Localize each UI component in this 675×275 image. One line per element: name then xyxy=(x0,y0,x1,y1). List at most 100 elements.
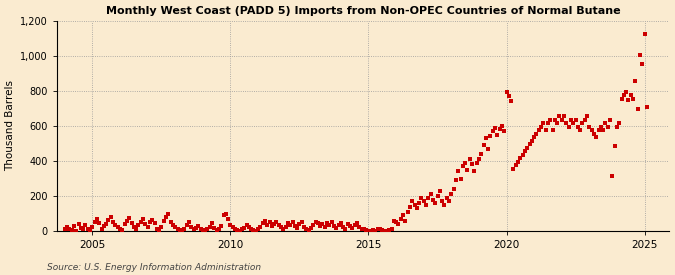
Point xyxy=(591,135,601,139)
Point xyxy=(531,131,542,136)
Point xyxy=(474,157,485,161)
Point xyxy=(485,134,496,139)
Point xyxy=(110,223,121,227)
Point xyxy=(400,218,410,223)
Point xyxy=(177,229,188,233)
Point xyxy=(427,197,438,202)
Point xyxy=(239,226,250,230)
Point xyxy=(549,117,560,122)
Point xyxy=(358,227,369,232)
Point xyxy=(559,114,570,118)
Point xyxy=(356,226,367,231)
Point xyxy=(147,218,158,222)
Point xyxy=(273,223,284,227)
Point xyxy=(99,224,109,228)
Point xyxy=(167,223,178,227)
Point xyxy=(131,226,142,231)
Point xyxy=(575,128,586,133)
Point xyxy=(529,135,539,139)
Point xyxy=(497,124,508,128)
Point xyxy=(365,229,376,233)
Point xyxy=(439,203,450,207)
Point xyxy=(577,121,588,125)
Point xyxy=(216,224,227,228)
Point xyxy=(388,218,399,223)
Point xyxy=(313,221,323,226)
Point xyxy=(536,125,547,129)
Point xyxy=(589,131,599,136)
Point xyxy=(209,226,220,230)
Point xyxy=(213,226,224,231)
Point xyxy=(223,217,234,221)
Point xyxy=(349,223,360,227)
Point xyxy=(448,187,459,191)
Point xyxy=(94,221,105,226)
Point xyxy=(425,192,436,197)
Point xyxy=(140,222,151,226)
Point xyxy=(566,117,576,122)
Point xyxy=(499,129,510,133)
Point xyxy=(481,136,491,140)
Point xyxy=(492,132,503,137)
Point xyxy=(605,117,616,122)
Point xyxy=(200,229,211,233)
Point xyxy=(584,125,595,129)
Point xyxy=(512,160,523,164)
Point xyxy=(430,201,441,205)
Point xyxy=(248,227,259,232)
Point xyxy=(87,225,98,229)
Point xyxy=(453,169,464,174)
Point xyxy=(119,222,130,226)
Point xyxy=(418,199,429,204)
Point xyxy=(416,196,427,200)
Point xyxy=(593,128,604,133)
Point xyxy=(234,229,245,233)
Y-axis label: Thousand Barrels: Thousand Barrels xyxy=(5,80,16,171)
Point xyxy=(188,227,199,232)
Point xyxy=(190,226,201,230)
Point xyxy=(478,143,489,147)
Point xyxy=(483,147,493,151)
Point xyxy=(73,222,84,226)
Point xyxy=(170,225,181,229)
Point xyxy=(396,217,406,221)
Point xyxy=(435,189,446,193)
Point xyxy=(616,97,627,101)
Point xyxy=(179,226,190,231)
Point xyxy=(610,144,620,148)
Point xyxy=(225,223,236,227)
Point xyxy=(241,223,252,227)
Point xyxy=(59,226,70,231)
Point xyxy=(618,93,629,97)
Point xyxy=(117,227,128,232)
Point xyxy=(108,220,119,225)
Title: Monthly West Coast (PADD 5) Imports from Non-OPEC Countries of Normal Butane: Monthly West Coast (PADD 5) Imports from… xyxy=(106,6,620,16)
Point xyxy=(250,229,261,233)
Point xyxy=(163,211,173,216)
Point xyxy=(236,227,247,231)
Point xyxy=(587,128,597,133)
Point xyxy=(515,156,526,161)
Point xyxy=(165,219,176,224)
Point xyxy=(306,226,317,230)
Point xyxy=(193,224,204,228)
Point xyxy=(329,224,340,228)
Point xyxy=(232,227,243,232)
Point xyxy=(598,128,609,133)
Point xyxy=(186,225,196,229)
Point xyxy=(352,221,362,226)
Point xyxy=(317,222,328,226)
Point xyxy=(469,169,480,174)
Point xyxy=(621,89,632,94)
Point xyxy=(634,53,645,57)
Point xyxy=(154,227,165,232)
Point xyxy=(551,121,562,125)
Point xyxy=(112,225,123,229)
Point xyxy=(524,142,535,147)
Point xyxy=(269,222,279,226)
Point xyxy=(135,219,146,224)
Point xyxy=(517,153,528,157)
Point xyxy=(331,226,342,230)
Point xyxy=(602,125,613,129)
Point xyxy=(142,225,153,229)
